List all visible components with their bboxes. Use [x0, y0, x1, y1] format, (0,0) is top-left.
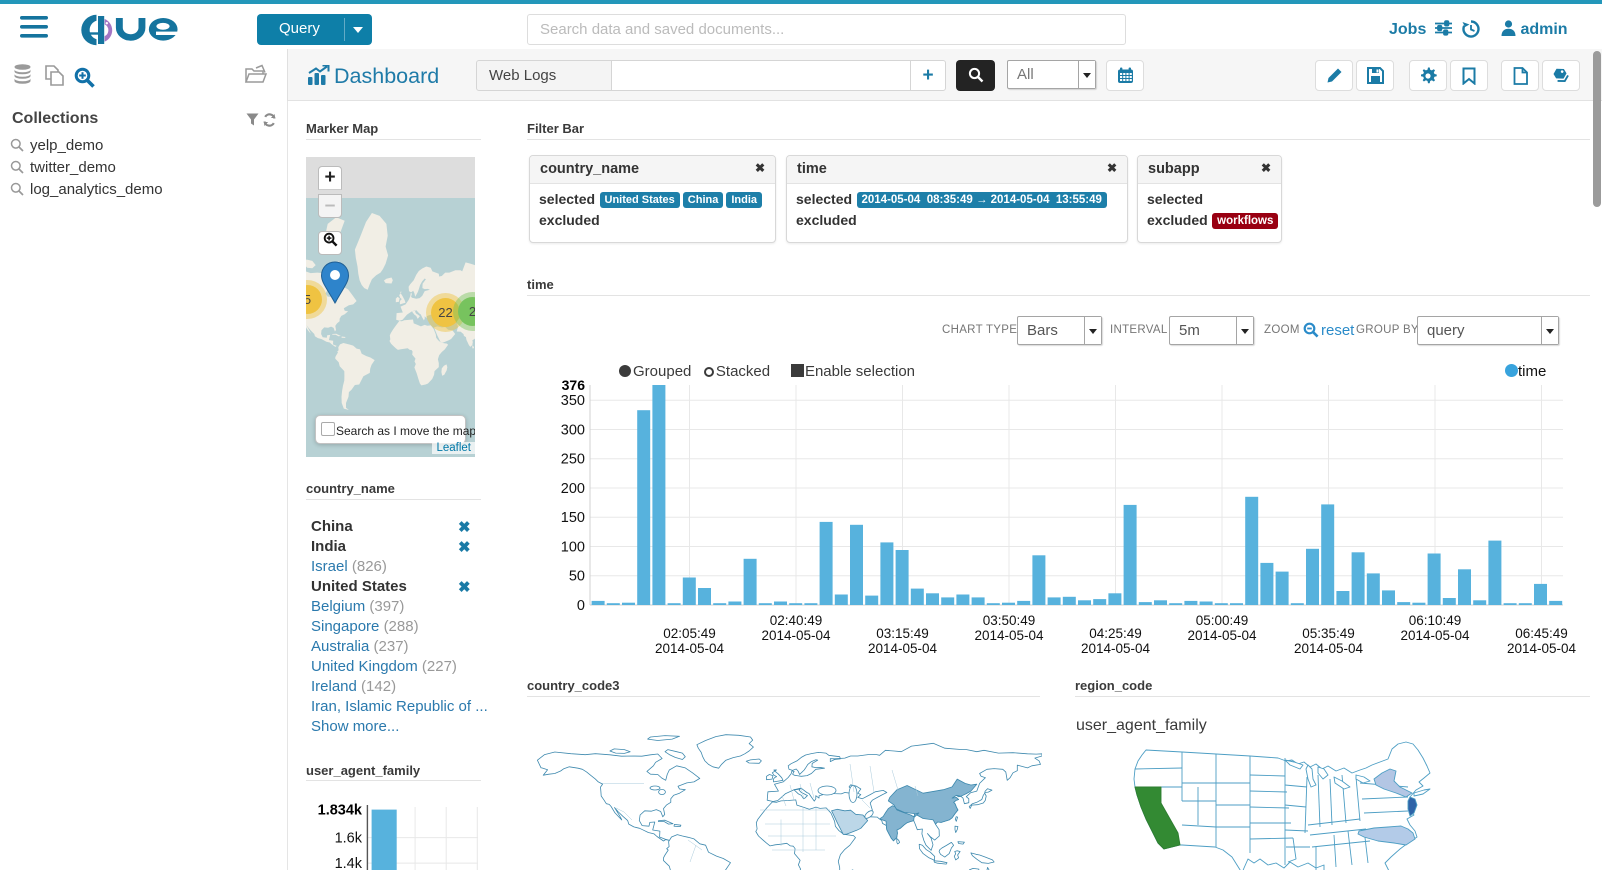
svg-text:2014-05-04: 2014-05-04	[1081, 641, 1151, 656]
svg-text:250: 250	[561, 452, 585, 468]
svg-text:2014-05-04: 2014-05-04	[974, 628, 1044, 643]
svg-text:2014-05-04: 2014-05-04	[1294, 641, 1364, 656]
svg-text:1.4k: 1.4k	[335, 856, 363, 870]
svg-text:2014-05-04: 2014-05-04	[1400, 628, 1470, 643]
svg-text:376: 376	[562, 377, 586, 393]
svg-text:03:15:49: 03:15:49	[876, 626, 929, 641]
svg-text:2014-05-04: 2014-05-04	[655, 641, 725, 656]
svg-text:05:00:49: 05:00:49	[1196, 613, 1249, 628]
svg-text:02:40:49: 02:40:49	[770, 613, 823, 628]
svg-text:03:50:49: 03:50:49	[983, 613, 1036, 628]
svg-text:2014-05-04: 2014-05-04	[761, 628, 831, 643]
svg-text:2014-05-04: 2014-05-04	[1507, 641, 1577, 656]
svg-text:100: 100	[561, 540, 585, 556]
svg-text:04:25:49: 04:25:49	[1089, 626, 1142, 641]
svg-text:2014-05-04: 2014-05-04	[868, 641, 938, 656]
svg-text:2014-05-04: 2014-05-04	[1187, 628, 1257, 643]
svg-text:300: 300	[561, 423, 585, 439]
svg-text:50: 50	[569, 569, 585, 585]
svg-text:1.834k: 1.834k	[318, 803, 363, 819]
svg-text:200: 200	[561, 481, 585, 497]
svg-text:06:45:49: 06:45:49	[1515, 626, 1568, 641]
svg-text:05:35:49: 05:35:49	[1302, 626, 1355, 641]
svg-text:06:10:49: 06:10:49	[1409, 613, 1462, 628]
svg-text:150: 150	[561, 510, 585, 526]
svg-text:0: 0	[577, 598, 585, 614]
svg-text:02:05:49: 02:05:49	[663, 626, 716, 641]
svg-text:350: 350	[561, 393, 585, 409]
svg-text:1.6k: 1.6k	[335, 831, 363, 847]
